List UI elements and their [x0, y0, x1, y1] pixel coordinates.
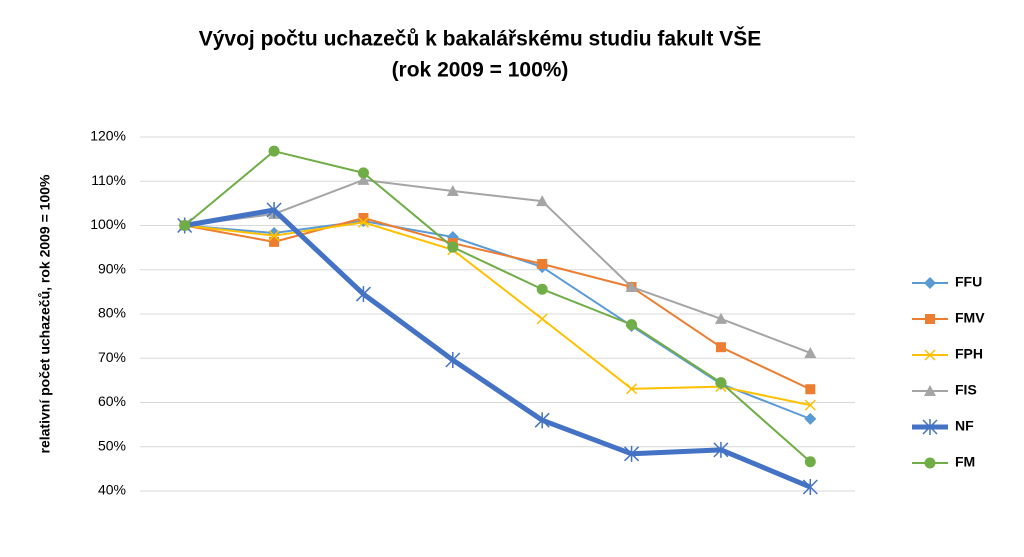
y-tick-label: 120% — [90, 128, 126, 144]
y-tick-label: 100% — [90, 216, 126, 232]
chart-title: Vývoj počtu uchazečů k bakalářskému stud… — [199, 27, 762, 51]
data-point — [357, 216, 369, 228]
data-point — [268, 145, 280, 157]
y-tick-label: 110% — [91, 172, 126, 188]
y-tick-label: 50% — [98, 437, 126, 453]
data-point — [626, 383, 638, 395]
data-point — [536, 283, 548, 295]
y-axis-title: relativní počet uchazečů, rok 2009 = 100… — [37, 174, 53, 454]
series-line — [184, 178, 811, 354]
series-line — [184, 216, 811, 391]
y-tick-label: 40% — [98, 482, 126, 498]
data-point — [626, 319, 638, 331]
legend-label: FIS — [955, 382, 977, 398]
data-point — [179, 220, 191, 231]
data-point — [624, 445, 640, 462]
data-point — [445, 352, 461, 369]
data-point — [715, 377, 727, 389]
legend-marker — [924, 457, 936, 469]
data-point — [713, 441, 729, 458]
y-tick-label: 60% — [98, 393, 126, 409]
data-point — [446, 184, 459, 196]
data-point — [715, 342, 726, 353]
data-point — [802, 479, 818, 496]
chart-subtitle: (rok 2009 = 100%) — [392, 59, 569, 82]
data-point — [804, 399, 816, 411]
legend-label: FMV — [955, 310, 985, 326]
data-point — [804, 412, 817, 425]
legend-marker — [924, 385, 936, 396]
data-point — [537, 258, 548, 269]
y-tick-label: 70% — [98, 349, 126, 365]
series-line — [184, 150, 811, 463]
data-point — [804, 456, 816, 468]
series-line — [184, 221, 811, 407]
series-line — [184, 207, 812, 490]
data-point — [358, 212, 369, 223]
data-point — [269, 236, 280, 247]
legend-label: NF — [955, 418, 974, 434]
data-point — [536, 195, 549, 207]
legend-label: FM — [955, 454, 975, 470]
data-point — [447, 241, 459, 253]
data-point — [266, 202, 282, 219]
data-point — [714, 312, 727, 324]
legend-marker — [924, 277, 936, 289]
data-point — [355, 286, 371, 303]
y-tick-label: 80% — [98, 305, 126, 321]
y-tick-label: 90% — [98, 260, 126, 276]
legend-marker — [924, 349, 936, 361]
data-point — [625, 281, 638, 293]
data-point — [536, 313, 548, 325]
data-point — [534, 412, 550, 429]
data-point — [804, 346, 817, 358]
legend-marker — [925, 314, 935, 324]
legend-marker — [922, 419, 938, 435]
legend-label: FFU — [955, 274, 982, 290]
series-line — [184, 220, 811, 420]
data-point — [268, 230, 280, 242]
data-point — [357, 167, 369, 179]
data-point — [357, 173, 370, 185]
legend-label: FPH — [955, 346, 983, 362]
data-point — [805, 384, 816, 395]
